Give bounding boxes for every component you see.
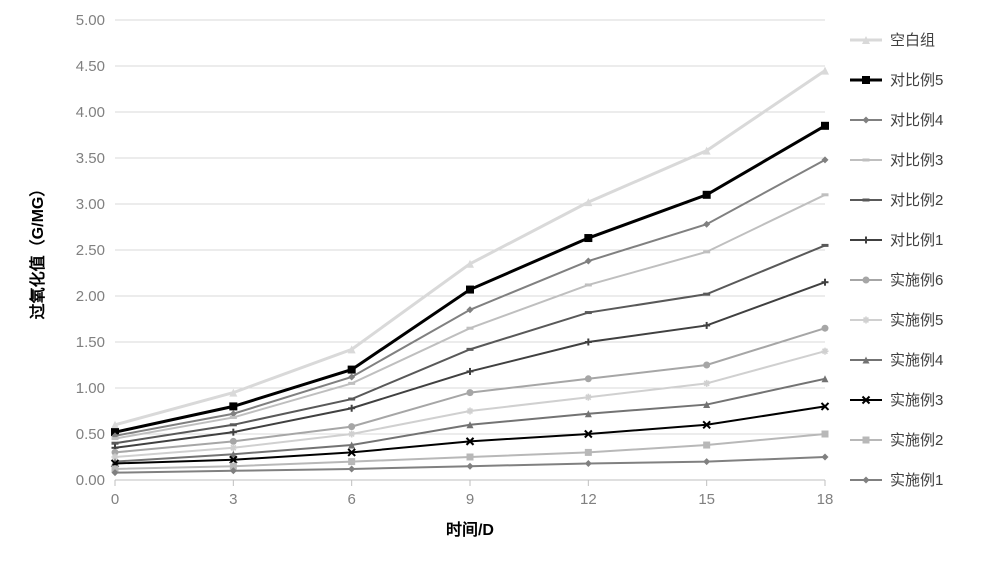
- x-tick-label: 0: [111, 491, 119, 508]
- y-tick-label: 2.50: [76, 242, 105, 259]
- x-tick-label: 9: [466, 491, 474, 508]
- marker-square: [584, 234, 592, 242]
- marker-circle: [467, 389, 474, 396]
- legend-label: 对比例5: [890, 72, 943, 89]
- legend-label: 对比例3: [890, 152, 943, 169]
- marker-circle: [348, 423, 355, 430]
- legend-label: 实施例4: [890, 352, 943, 369]
- y-tick-label: 2.00: [76, 288, 105, 305]
- x-tick-label: 6: [347, 491, 355, 508]
- y-tick-label: 1.00: [76, 380, 105, 397]
- y-tick-label: 5.00: [76, 12, 105, 29]
- marker-square: [348, 458, 355, 465]
- legend-label: 实施例3: [890, 392, 943, 409]
- y-tick-label: 1.50: [76, 334, 105, 351]
- y-axis-label: 过氧化值（G/MG）: [28, 181, 47, 320]
- legend-label: 实施例1: [890, 472, 943, 489]
- x-tick-label: 3: [229, 491, 237, 508]
- legend-label: 实施例2: [890, 432, 943, 449]
- legend-label: 空白组: [890, 32, 935, 49]
- marker-circle: [863, 277, 870, 284]
- x-tick-label: 15: [698, 491, 715, 508]
- marker-square: [229, 402, 237, 410]
- y-tick-label: 0.50: [76, 426, 105, 443]
- chart-bg: [0, 0, 1000, 570]
- marker-square: [862, 76, 870, 84]
- legend-label: 对比例1: [890, 232, 943, 249]
- legend-label: 实施例6: [890, 272, 943, 289]
- x-tick-label: 12: [580, 491, 597, 508]
- marker-circle: [230, 438, 237, 445]
- y-tick-label: 4.50: [76, 58, 105, 75]
- y-tick-label: 4.00: [76, 104, 105, 121]
- marker-square: [703, 442, 710, 449]
- chart-svg: 0.00 0.50 1.00 1.50 2.00 2.50 3.00 3.50 4.00 4.50…: [0, 0, 1000, 570]
- marker-square: [585, 449, 592, 456]
- marker-circle: [703, 362, 710, 369]
- y-tick-label: 0.00: [76, 472, 105, 489]
- marker-square: [348, 366, 356, 374]
- y-tick-label: 3.00: [76, 196, 105, 213]
- legend-label: 对比例4: [890, 112, 943, 129]
- marker-circle: [822, 325, 829, 332]
- x-tick-label: 18: [817, 491, 834, 508]
- legend-label: 实施例5: [890, 312, 943, 329]
- y-tick-label: 3.50: [76, 150, 105, 167]
- marker-square: [703, 191, 711, 199]
- marker-square: [822, 431, 829, 438]
- marker-square: [863, 437, 870, 444]
- line-chart: 0.00 0.50 1.00 1.50 2.00 2.50 3.00 3.50 4.00 4.50…: [0, 0, 1000, 570]
- legend-label: 对比例2: [890, 192, 943, 209]
- marker-square: [821, 122, 829, 130]
- marker-square: [467, 454, 474, 461]
- marker-circle: [585, 375, 592, 382]
- marker-square: [466, 286, 474, 294]
- x-axis-label: 时间/D: [446, 520, 494, 539]
